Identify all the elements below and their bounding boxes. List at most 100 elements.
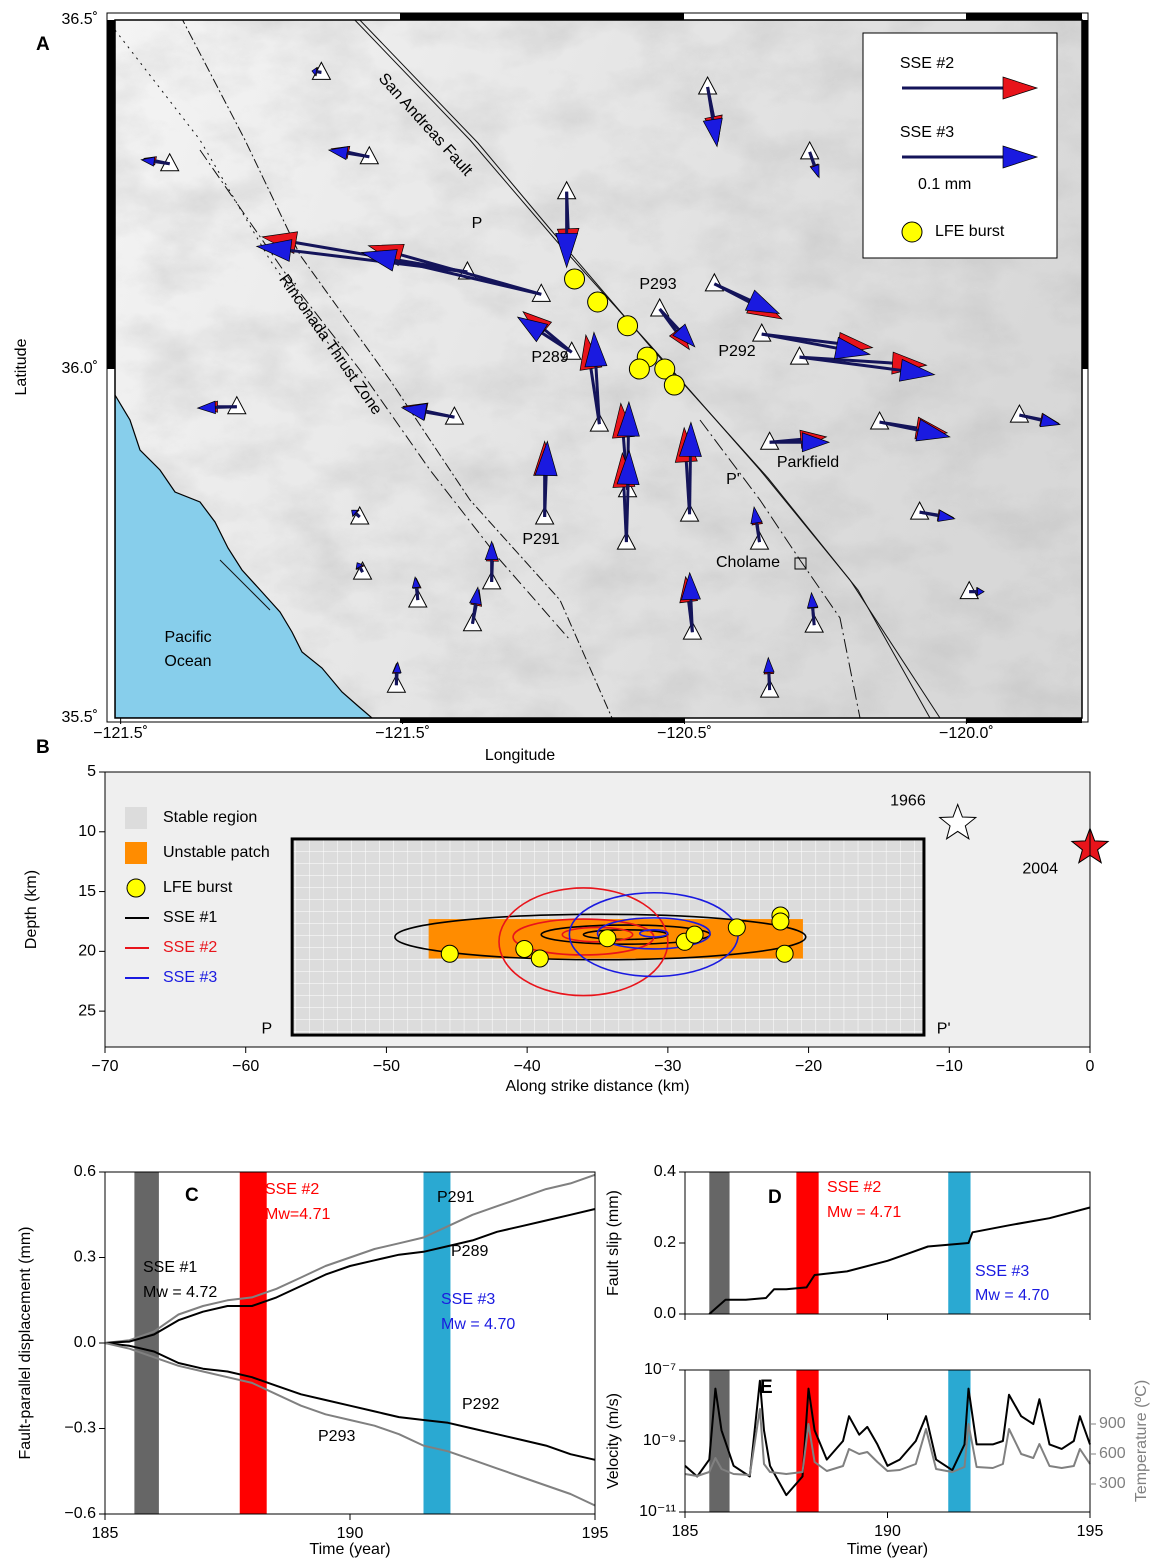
arrow-shaft bbox=[543, 475, 548, 518]
y-tick-label: 0.2 bbox=[654, 1234, 676, 1251]
frame-bar bbox=[966, 718, 1082, 723]
lfe-burst bbox=[515, 939, 534, 958]
event-band bbox=[948, 1370, 971, 1512]
arrow-head bbox=[327, 146, 349, 161]
ocean-label: Ocean bbox=[164, 653, 211, 670]
displacement-arrow bbox=[411, 576, 421, 601]
arrow-head bbox=[616, 400, 640, 437]
legend-arrow bbox=[902, 76, 1039, 100]
arrow-head bbox=[680, 571, 701, 601]
y-tick-label: −0.3 bbox=[64, 1420, 96, 1437]
arrow-shaft bbox=[658, 307, 681, 331]
x-axis-title: Time (year) bbox=[847, 1541, 928, 1558]
legend-marker bbox=[901, 221, 923, 243]
displacement-arrow bbox=[360, 249, 542, 296]
arrow-head bbox=[744, 289, 781, 314]
series-label: P293 bbox=[318, 1428, 355, 1445]
series-line bbox=[708, 1206, 1091, 1315]
arrow-head bbox=[196, 400, 216, 415]
arrow-shaft bbox=[414, 587, 420, 601]
x-tick-label: −20 bbox=[795, 1058, 822, 1075]
y-axis-title: Latitude bbox=[13, 338, 30, 395]
displacement-arrow bbox=[516, 316, 573, 354]
annotation: Mw = 4.70 bbox=[441, 1316, 515, 1333]
arrow-head bbox=[360, 249, 398, 272]
annotation: SSE #2 bbox=[827, 1179, 881, 1196]
arrow-shaft bbox=[425, 410, 455, 419]
displacement-arrow bbox=[327, 146, 370, 161]
displacement-arrow bbox=[311, 66, 322, 77]
displacement-arrow bbox=[1019, 413, 1061, 428]
profile-label: P bbox=[261, 1020, 272, 1037]
arrow-shaft bbox=[215, 405, 237, 409]
arrow-shaft bbox=[354, 512, 361, 519]
plot-frame bbox=[684, 1369, 1091, 1513]
arrow-head bbox=[484, 540, 499, 560]
arrow-head bbox=[898, 358, 936, 382]
annotation: SSE #1 bbox=[143, 1259, 197, 1276]
x-tick-label: 185 bbox=[672, 1523, 699, 1540]
annotation: Mw = 4.72 bbox=[143, 1284, 217, 1301]
panel-label: C bbox=[185, 1185, 199, 1206]
y-tick-label: 0.4 bbox=[654, 1163, 676, 1180]
x-tick-label: −50 bbox=[373, 1058, 400, 1075]
y-tick-label: 15 bbox=[78, 883, 96, 900]
y-tick-label: 10 bbox=[78, 823, 96, 840]
arrow-shaft bbox=[761, 332, 837, 350]
legend-label: SSE #2 bbox=[163, 939, 217, 956]
x-tick-label: −121.5˚ bbox=[93, 725, 148, 742]
arrow-head bbox=[807, 591, 819, 609]
displacement-arrow bbox=[761, 332, 871, 360]
event-label: 2004 bbox=[1022, 861, 1058, 878]
arrow-head bbox=[1039, 413, 1061, 428]
lfe-burst bbox=[564, 268, 586, 290]
lfe-burst bbox=[598, 929, 617, 948]
arrow-head bbox=[584, 331, 608, 368]
x-tick-label: 190 bbox=[874, 1523, 901, 1540]
arrow-head bbox=[810, 164, 820, 179]
arrow-shaft bbox=[394, 258, 542, 296]
legend-label: SSE #3 bbox=[163, 969, 217, 986]
legend-label: LFE burst bbox=[163, 879, 233, 896]
y-tick-label: 25 bbox=[78, 1002, 96, 1019]
arrow-shaft bbox=[1019, 413, 1043, 422]
slip-contour bbox=[498, 887, 669, 997]
arrow-head bbox=[915, 418, 951, 442]
legend-marker bbox=[126, 878, 146, 898]
station-label: P292 bbox=[718, 343, 755, 360]
y-tick-label: 900 bbox=[1099, 1415, 1126, 1432]
panel-label: E bbox=[760, 1377, 773, 1398]
series-line bbox=[104, 1173, 596, 1344]
y-tick-label: 20 bbox=[78, 943, 96, 960]
arrow-head bbox=[750, 505, 763, 525]
arrow-head bbox=[937, 509, 956, 522]
lfe-burst bbox=[771, 912, 790, 931]
arrow-head bbox=[255, 239, 293, 262]
displacement-arrow bbox=[702, 86, 723, 148]
place-label: P' bbox=[726, 471, 740, 488]
displacement-arrow bbox=[584, 331, 608, 425]
displacement-arrow bbox=[196, 400, 237, 415]
arrow-shaft bbox=[624, 484, 630, 543]
event-band bbox=[239, 1172, 267, 1514]
displacement-arrow bbox=[355, 562, 364, 573]
displacement-arrow bbox=[469, 586, 482, 624]
event-label: 1966 bbox=[890, 793, 926, 810]
plot-frame bbox=[104, 771, 1091, 1048]
displacement-arrow bbox=[140, 156, 170, 167]
displacement-arrow bbox=[680, 571, 701, 633]
arrow-shaft bbox=[879, 420, 919, 432]
displacement-arrow bbox=[807, 591, 819, 626]
y-axis-title: Temperature (ºC) bbox=[1133, 1380, 1150, 1502]
arrow-shaft bbox=[358, 566, 364, 573]
frame-bar bbox=[107, 20, 115, 369]
lfe-burst bbox=[654, 358, 676, 380]
place-label: Cholame bbox=[716, 554, 780, 571]
ocean-label: Pacific bbox=[164, 629, 211, 646]
cholame-marker bbox=[794, 557, 807, 570]
arrow-shaft bbox=[811, 607, 816, 626]
profile-label: P' bbox=[937, 1020, 951, 1037]
event-band bbox=[709, 1172, 730, 1314]
arrow-shaft bbox=[153, 160, 170, 166]
